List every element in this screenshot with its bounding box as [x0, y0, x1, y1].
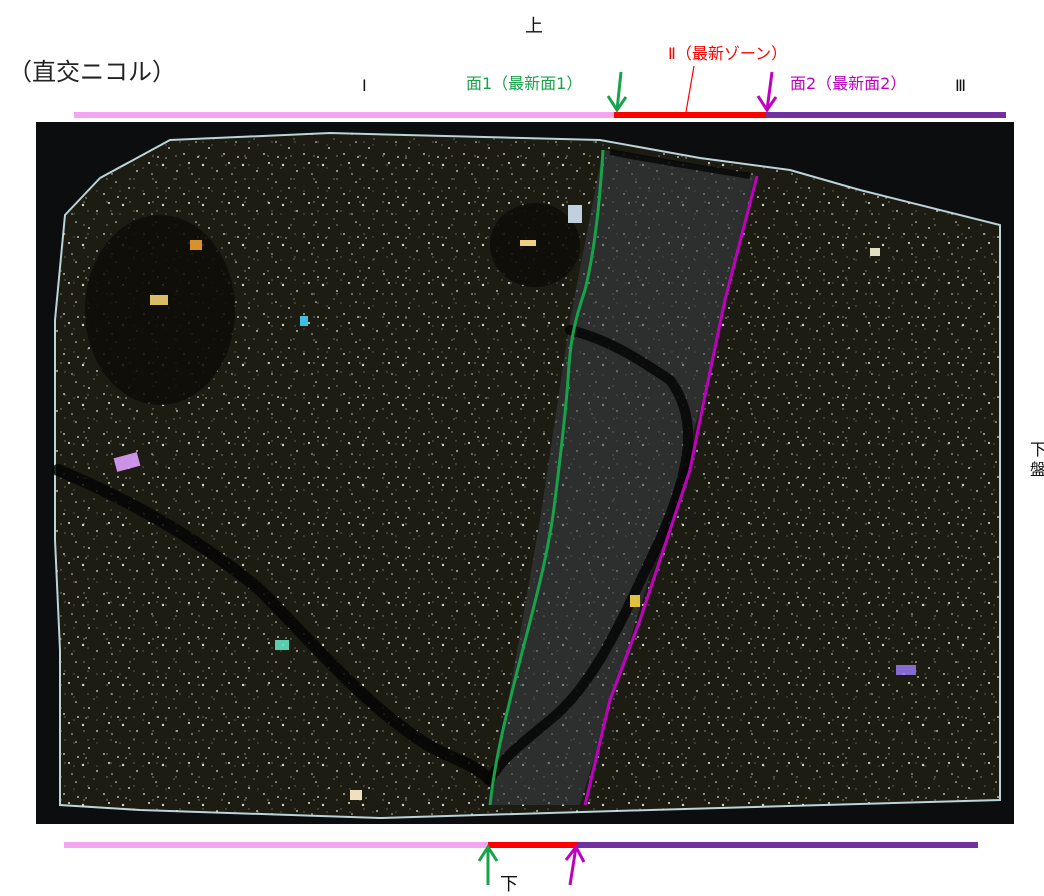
surface1-arrow-bottom [477, 844, 499, 885]
zone-III-label: Ⅲ [955, 76, 967, 95]
zone-II-label: Ⅱ（最新ゾーン） [668, 44, 788, 63]
bottom-direction-label: 下 [500, 874, 518, 895]
fracture-vein-left [52, 464, 496, 786]
surface2-trace [583, 175, 759, 806]
clast-left [85, 215, 235, 405]
zone-II-leader-line [685, 65, 695, 113]
top-direction-label: 上 [525, 16, 543, 37]
shear-zone [490, 150, 755, 805]
surface1-arrow-top [606, 71, 628, 113]
surface1-label: 面1（最新面1） [466, 74, 583, 93]
fracture-vein-center [485, 325, 694, 785]
zone-III-bar-bottom [578, 842, 978, 848]
zone-I-label: Ⅰ [362, 76, 367, 95]
fracture-top [609, 149, 751, 179]
zone-I-bar-bottom [64, 842, 488, 848]
surface1-trace [488, 149, 605, 806]
zone-I-bar-top [74, 112, 614, 118]
side-label: 下盤 [1030, 440, 1044, 479]
surface2-arrow-bottom [564, 844, 586, 886]
polarization-mode-label: （直交ニコル） [8, 58, 176, 86]
zone-II-bar-top [614, 112, 766, 118]
zone-III-bar-top [766, 112, 1006, 118]
surface2-arrow-top [756, 71, 778, 113]
surface2-label: 面2（最新面2） [790, 74, 907, 93]
zone-II-bar-bottom [488, 842, 578, 848]
